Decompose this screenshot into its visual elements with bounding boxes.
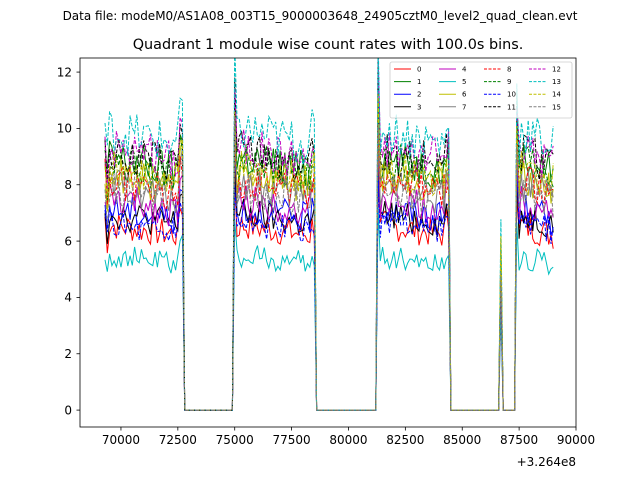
x-tick-label: 85000 [443,433,481,447]
legend-label-15: 15 [552,103,561,111]
y-tick-label: 6 [64,234,72,248]
series-line-9 [104,92,554,411]
legend-label-13: 13 [552,78,561,86]
legend-label-9: 9 [507,78,511,86]
x-axis-offset-label: +3.264e8 [517,455,576,469]
y-tick-label: 2 [64,347,72,361]
legend-label-7: 7 [462,103,466,111]
y-tick-label: 12 [57,65,72,79]
plot-area [104,58,554,411]
series-line-10 [104,168,554,411]
y-tick-label: 4 [64,291,72,305]
x-tick-label: 87500 [500,433,538,447]
series-line-0 [104,176,554,411]
legend-label-1: 1 [417,78,421,86]
y-tick-label: 0 [64,403,72,417]
x-tick-label: 90000 [557,433,595,447]
legend-label-11: 11 [507,103,516,111]
y-tick-label: 10 [57,122,72,136]
x-tick-label: 75000 [216,433,254,447]
x-tick-label: 72500 [159,433,197,447]
legend-label-10: 10 [507,91,516,99]
y-tick-label: 8 [64,178,72,192]
series-line-14 [104,94,554,411]
series-line-15 [104,115,554,411]
x-tick-label: 70000 [102,433,140,447]
x-tick-label: 77500 [273,433,311,447]
x-tick-label: 82500 [386,433,424,447]
axes: 70000 72500 75000 77500 80000 82500 85000 87500… [57,57,595,447]
chart-suptitle: Data file: modeM0/AS1A08_003T15_90000036… [63,9,578,23]
legend-label-5: 5 [462,78,466,86]
legend-label-8: 8 [507,66,511,74]
legend-label-12: 12 [552,66,561,74]
plot-frame [79,57,577,428]
legend-label-4: 4 [462,66,467,74]
legend-label-2: 2 [417,91,421,99]
legend-label-0: 0 [417,66,421,74]
legend-label-14: 14 [552,91,561,99]
chart-title: Quadrant 1 module wise count rates with … [133,37,524,53]
legend-box [389,61,573,119]
legend-label-3: 3 [417,103,421,111]
x-tick-label: 80000 [329,433,367,447]
legend-label-6: 6 [462,91,467,99]
